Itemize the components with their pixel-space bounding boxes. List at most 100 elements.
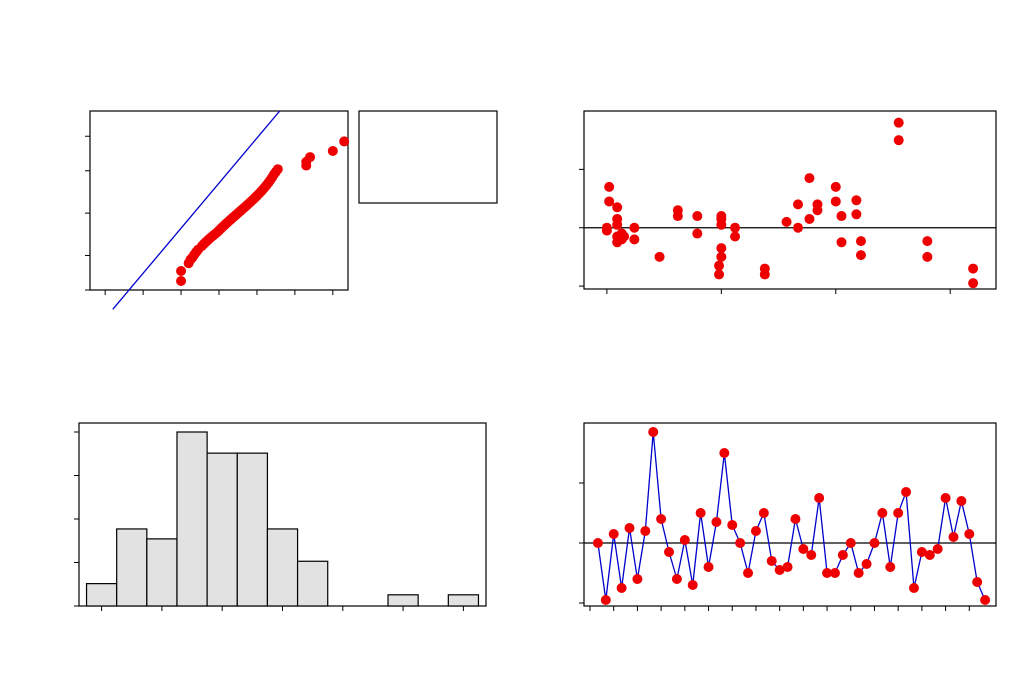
data-point	[604, 196, 615, 207]
data-point	[822, 568, 833, 578]
data-point	[305, 152, 316, 163]
data-point	[836, 211, 847, 222]
data-point	[968, 263, 979, 274]
data-point	[861, 559, 872, 569]
fit-line	[112, 110, 281, 310]
plot-frame	[583, 422, 997, 607]
data-point	[608, 529, 619, 539]
data-point	[716, 243, 727, 254]
data-point	[972, 577, 983, 587]
data-point	[604, 181, 615, 192]
data-point	[719, 448, 730, 458]
data-point	[758, 508, 769, 518]
data-point	[692, 211, 703, 222]
data-point	[727, 520, 738, 530]
data-point	[804, 213, 815, 224]
data-point	[885, 562, 896, 572]
histogram-bar	[146, 538, 178, 607]
data-point	[672, 211, 683, 222]
data-point	[716, 251, 727, 262]
normal-probability-plot	[85, 110, 498, 310]
data-point	[766, 556, 777, 566]
data-point	[924, 550, 935, 560]
data-point	[679, 535, 690, 545]
data-point	[592, 538, 603, 548]
data-point	[830, 181, 841, 192]
histogram-bar	[447, 594, 480, 607]
data-point	[624, 523, 635, 533]
data-point	[640, 526, 651, 536]
data-point	[804, 173, 815, 184]
histogram-plot	[74, 422, 487, 611]
data-point	[855, 250, 866, 261]
data-point	[735, 538, 746, 548]
histogram-bar	[116, 528, 148, 607]
data-point	[703, 562, 714, 572]
data-point	[176, 265, 187, 276]
data-point	[798, 544, 809, 554]
data-point	[980, 595, 991, 605]
data-point	[877, 508, 888, 518]
data-point	[793, 222, 804, 233]
data-point	[629, 222, 640, 233]
data-point	[600, 595, 611, 605]
data-point	[893, 508, 904, 518]
data-point	[272, 164, 283, 175]
data-point	[759, 269, 770, 280]
histogram-bar	[266, 528, 299, 607]
data-point	[893, 117, 904, 128]
data-point	[716, 219, 727, 230]
data-point	[829, 568, 840, 578]
data-point	[948, 532, 959, 542]
data-point	[632, 574, 643, 584]
data-point	[714, 260, 725, 271]
data-point	[836, 237, 847, 248]
plot-frame	[583, 110, 997, 290]
histogram-bar	[236, 452, 269, 607]
data-point	[781, 216, 792, 227]
data-point	[916, 547, 927, 557]
data-point	[327, 145, 338, 156]
data-point	[812, 199, 823, 210]
histogram-bar	[387, 594, 419, 607]
data-point	[656, 514, 667, 524]
data-point	[956, 496, 967, 506]
data-point	[830, 196, 841, 207]
data-point	[922, 251, 933, 262]
data-point	[176, 275, 187, 286]
histogram-bar	[296, 560, 329, 607]
data-point	[932, 544, 943, 554]
data-point	[968, 278, 979, 289]
data-point	[845, 538, 856, 548]
data-point	[616, 583, 627, 593]
plot-frame	[89, 110, 349, 291]
data-point	[908, 583, 919, 593]
histogram-bar	[176, 431, 208, 607]
data-point	[612, 219, 623, 230]
data-point	[671, 574, 682, 584]
data-point	[730, 231, 741, 242]
data-point	[851, 209, 862, 220]
legend-box	[358, 110, 498, 204]
data-point	[612, 202, 623, 213]
data-point	[664, 547, 675, 557]
data-point	[695, 508, 706, 518]
data-point	[837, 550, 848, 560]
data-point	[853, 568, 864, 578]
data-point	[714, 269, 725, 280]
data-point	[922, 236, 933, 247]
data-point	[814, 493, 825, 503]
data-point	[711, 517, 722, 527]
data-point	[730, 222, 741, 233]
data-point	[855, 236, 866, 247]
data-point	[790, 514, 801, 524]
data-point	[692, 228, 703, 239]
histogram-bar	[85, 583, 118, 607]
data-point	[964, 529, 975, 539]
data-point	[806, 550, 817, 560]
data-point	[750, 526, 761, 536]
data-point	[782, 562, 793, 572]
data-point	[940, 493, 951, 503]
data-point	[851, 195, 862, 206]
